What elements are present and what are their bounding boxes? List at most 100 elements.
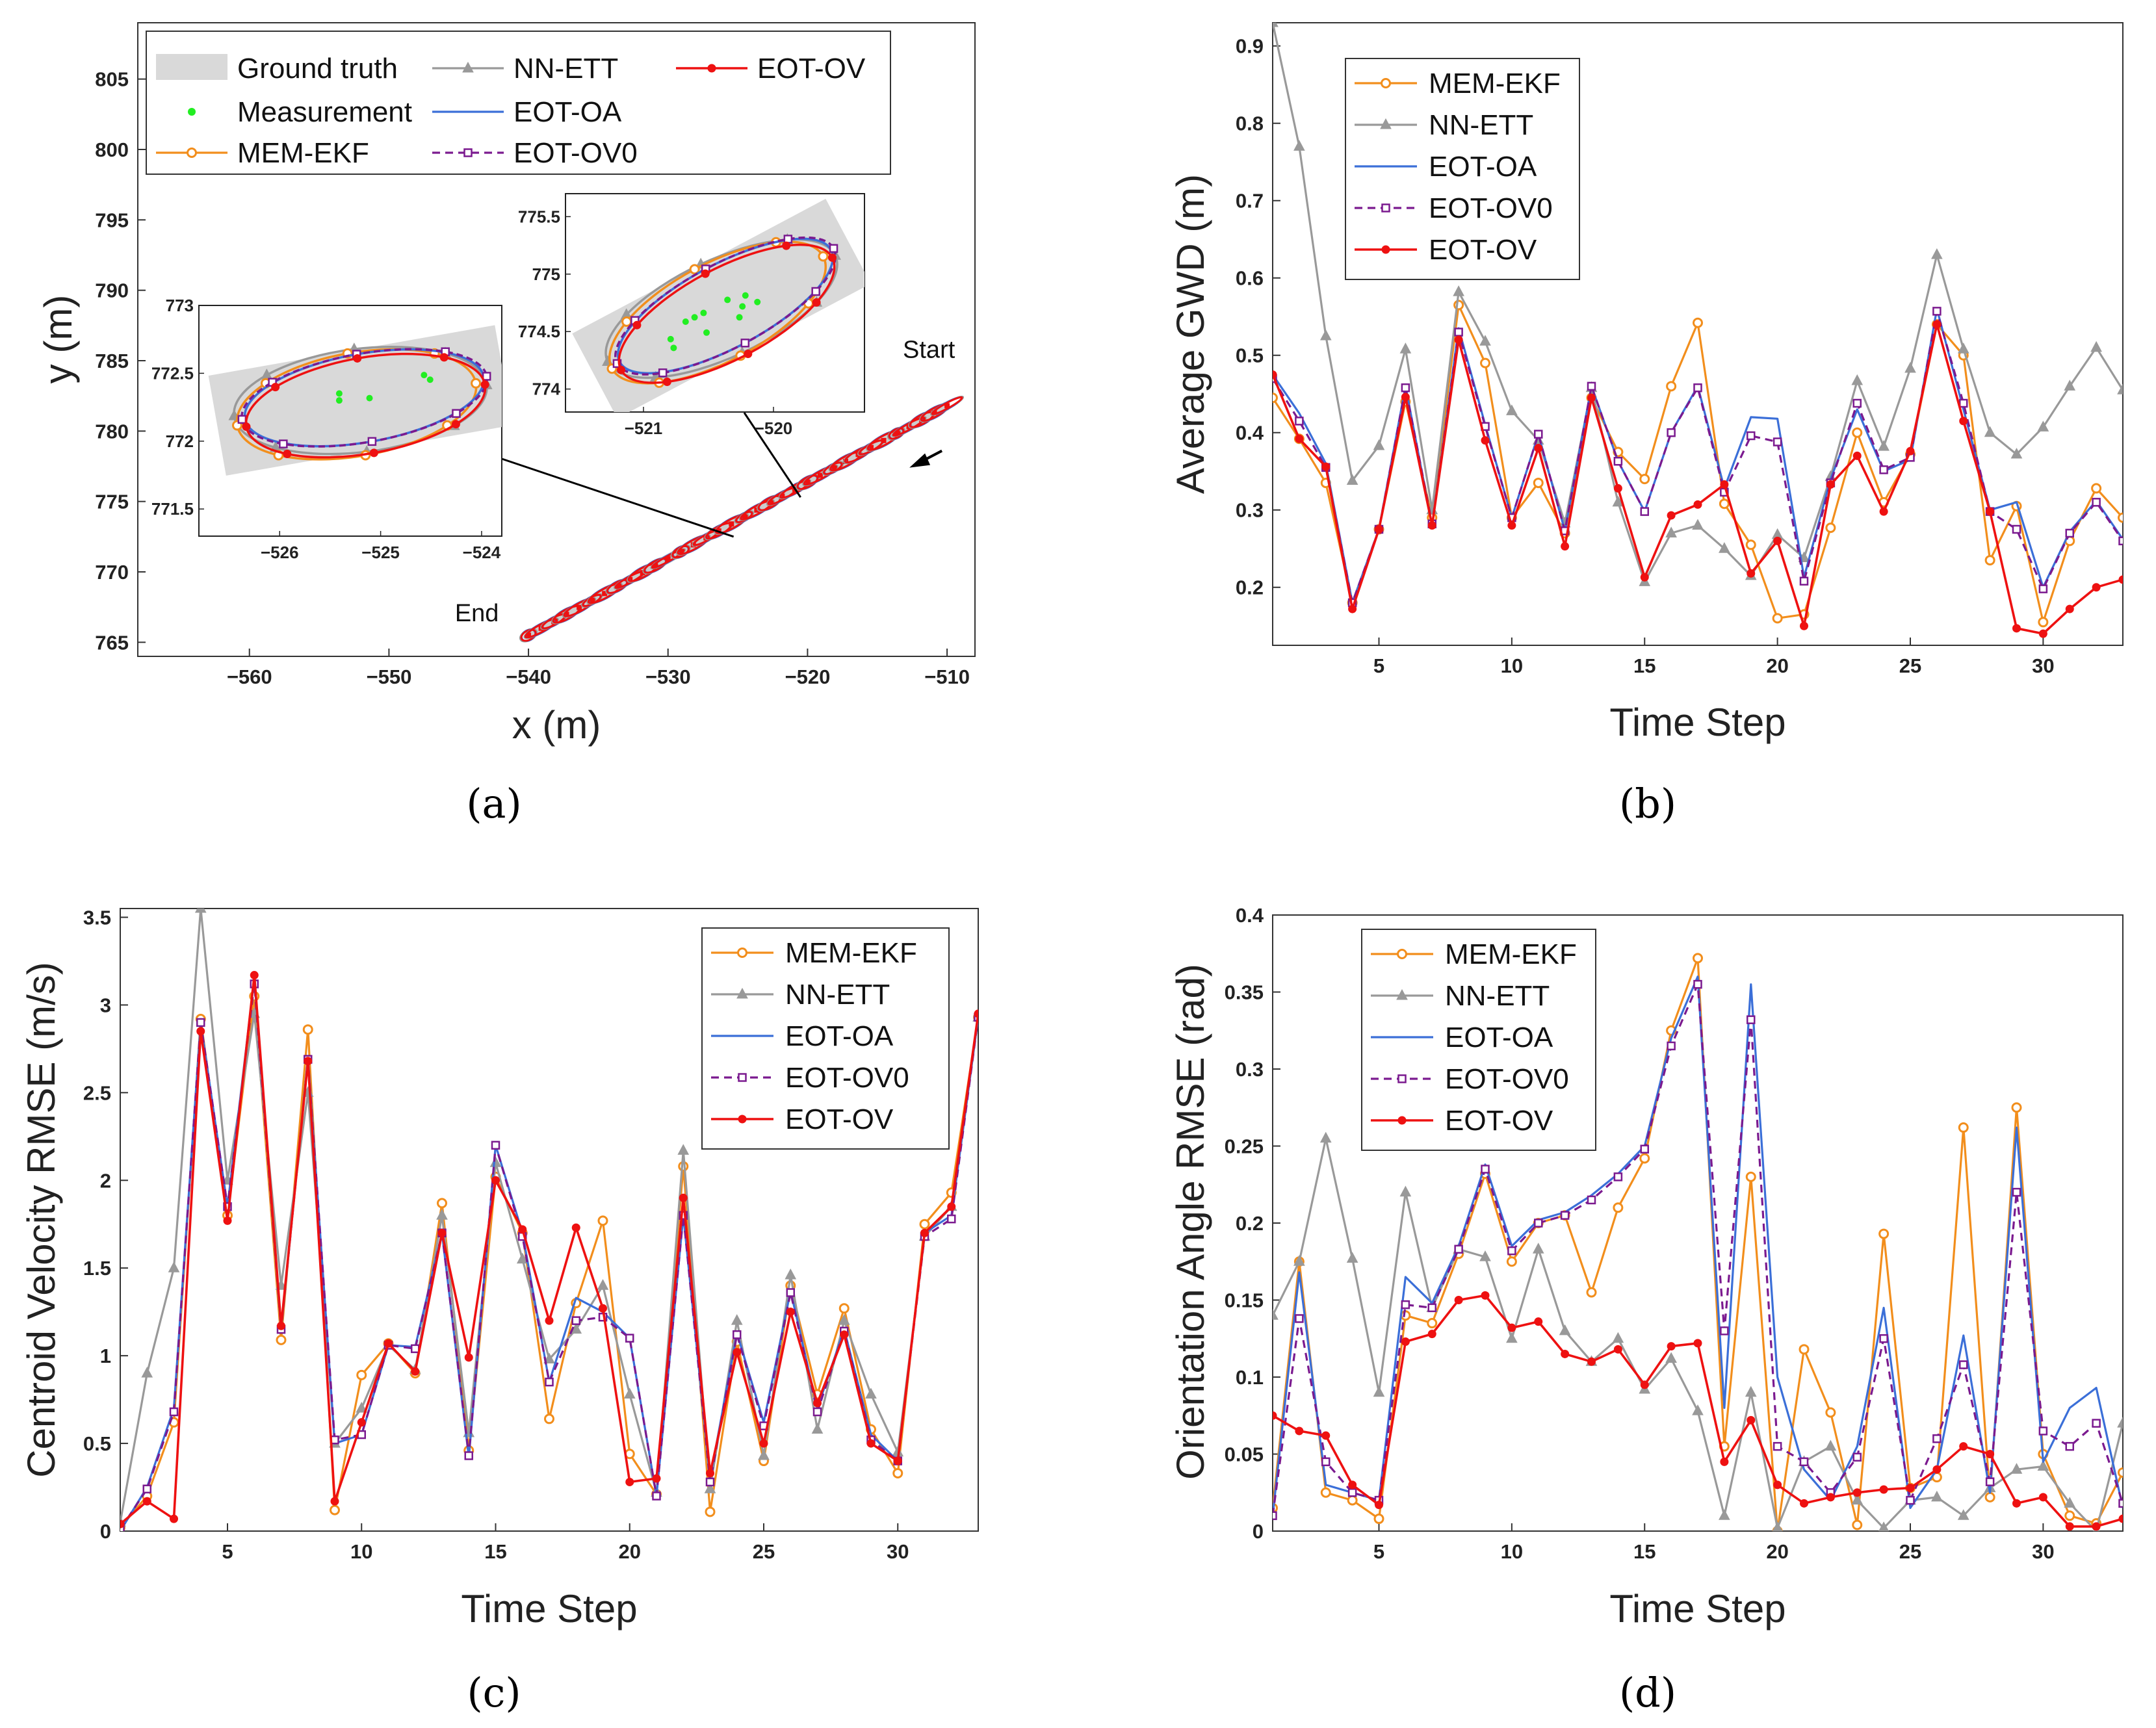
track-marker-eot-ov [805, 480, 811, 485]
x-tick-label: 30 [2032, 1540, 2054, 1563]
legend-label: MEM-EKF [237, 137, 369, 169]
data-point-eot-ov [1534, 1317, 1543, 1326]
legend-label: MEM-EKF [785, 937, 917, 969]
inset-measurement [670, 344, 677, 352]
y-tick-label: 0.2 [1236, 1212, 1264, 1235]
start-label: Start [903, 337, 955, 364]
data-point-eot-ov0 [142, 1484, 151, 1493]
inset-connector-2 [743, 412, 801, 498]
inset-marker-eot-ov0 [658, 368, 668, 378]
legend-a: Ground truth Measurement MEM-EKF NN-ETT EOT-… [146, 31, 891, 175]
y-tick-label: 0 [1253, 1520, 1264, 1543]
data-point-eot-ov0 [1879, 465, 1888, 474]
data-point-mem-ekf [437, 1198, 447, 1209]
data-point-nn-ett [1931, 1490, 1943, 1502]
data-point-eot-ov [1640, 1380, 1649, 1389]
data-point-eot-ov0 [1932, 307, 1942, 316]
inset-measurement [335, 390, 343, 397]
legend-marker [738, 1115, 747, 1124]
inset-y-label: 774 [532, 380, 561, 399]
data-point-nn-ett [2090, 341, 2102, 352]
track-ellipse-eot-ov [587, 583, 622, 604]
data-point-eot-ov0 [2092, 498, 2101, 507]
data-point-eot-ov [1427, 521, 1436, 530]
data-point-mem-ekf [1799, 1344, 1810, 1355]
data-point-mem-ekf [2118, 1467, 2123, 1478]
track-marker-eot-ov [614, 584, 620, 589]
y-tick-label: 0.4 [1236, 422, 1264, 445]
data-point-mem-ekf [1639, 1153, 1650, 1164]
x-tick-label: −510 [924, 665, 970, 688]
data-point-nn-ett [1878, 440, 1890, 451]
y-tick-label: 0.25 [1225, 1135, 1264, 1158]
inset-marker-eot-ov [827, 253, 837, 262]
data-point-eot-ov [1986, 507, 1995, 516]
data-point-nn-ett [2037, 1460, 2049, 1471]
inset-measurement [691, 314, 698, 321]
data-point-eot-ov [625, 1477, 634, 1486]
data-point-eot-ov [947, 1202, 956, 1211]
data-point-nn-ett [731, 1314, 743, 1325]
data-point-eot-ov0 [571, 1316, 580, 1325]
inset-measurement [335, 397, 343, 404]
inset-content [208, 325, 502, 476]
track-marker-eot-ov [602, 591, 608, 597]
data-point-eot-ov0 [1773, 1441, 1782, 1451]
data-point-mem-ekf [1984, 555, 1995, 566]
legend-box [1345, 58, 1580, 280]
data-point-eot-ov [2012, 1499, 2021, 1508]
data-point-mem-ekf [1506, 1256, 1517, 1267]
track-ellipse-eot-ov [888, 427, 905, 440]
data-point-eot-ov [223, 1216, 232, 1225]
data-point-eot-ov [840, 1330, 849, 1339]
y-tick-label: 785 [95, 350, 129, 372]
data-point-eot-ov0 [1507, 1246, 1516, 1256]
data-point-eot-ov0 [2038, 584, 2048, 593]
x-tick-label: 5 [1373, 1540, 1384, 1563]
legend-label: EOT-OV0 [513, 137, 638, 169]
series-group [120, 909, 978, 1531]
data-point-eot-ov0 [1587, 1195, 1596, 1205]
x-tick-label: 5 [1373, 654, 1384, 677]
data-point-eot-ov [974, 1009, 978, 1018]
data-point-nn-ett [1532, 1243, 1544, 1254]
data-point-nn-ett [1957, 1509, 1969, 1520]
data-point-nn-ett [1453, 285, 1464, 296]
legend-marker [1396, 988, 1408, 1000]
data-point-eot-ov [491, 1176, 500, 1185]
data-point-eot-ov [1747, 1415, 1756, 1425]
data-point-eot-ov [1773, 1480, 1782, 1489]
trajectory [519, 395, 965, 643]
data-point-eot-ov [1986, 1450, 1995, 1458]
data-point-eot-ov [706, 1469, 714, 1478]
data-point-eot-ov0 [1667, 1041, 1676, 1051]
data-point-nn-ett [758, 1449, 770, 1460]
data-point-eot-ov0 [812, 1407, 822, 1417]
data-point-eot-ov [1427, 1330, 1436, 1339]
track-marker-eot-ov [741, 514, 747, 520]
data-point-eot-ov0 [1852, 1452, 1862, 1462]
data-point-mem-ekf [2038, 617, 2049, 628]
data-point-eot-ov [1932, 320, 1942, 329]
data-point-eot-ov [599, 1304, 607, 1313]
legend-marker [1381, 78, 1391, 88]
data-point-eot-ov [1273, 1411, 1277, 1420]
inset-marker-eot-ov0 [811, 287, 820, 296]
data-point-eot-ov [2118, 575, 2123, 584]
data-point-nn-ett [2010, 1463, 2023, 1474]
inset-1: −526 −525 −524 771.5 772 772.5 773 [151, 296, 502, 562]
inset-marker-eot-ov [271, 383, 280, 392]
inset-marker-eot-ov [701, 269, 710, 278]
data-point-eot-ov0 [1613, 1172, 1623, 1181]
direction-arrow-head [909, 453, 931, 468]
inset-marker-mem-ekf [818, 251, 829, 262]
inset-marker-eot-ov [782, 241, 791, 250]
data-point-eot-ov0 [1613, 457, 1623, 466]
data-point-eot-ov0 [411, 1344, 420, 1354]
inset-y-label: 772.5 [151, 363, 194, 383]
inset-x-label: −524 [463, 543, 501, 562]
data-point-eot-ov [1273, 370, 1277, 379]
legend-box [146, 31, 891, 175]
data-point-eot-ov [1454, 1296, 1463, 1304]
